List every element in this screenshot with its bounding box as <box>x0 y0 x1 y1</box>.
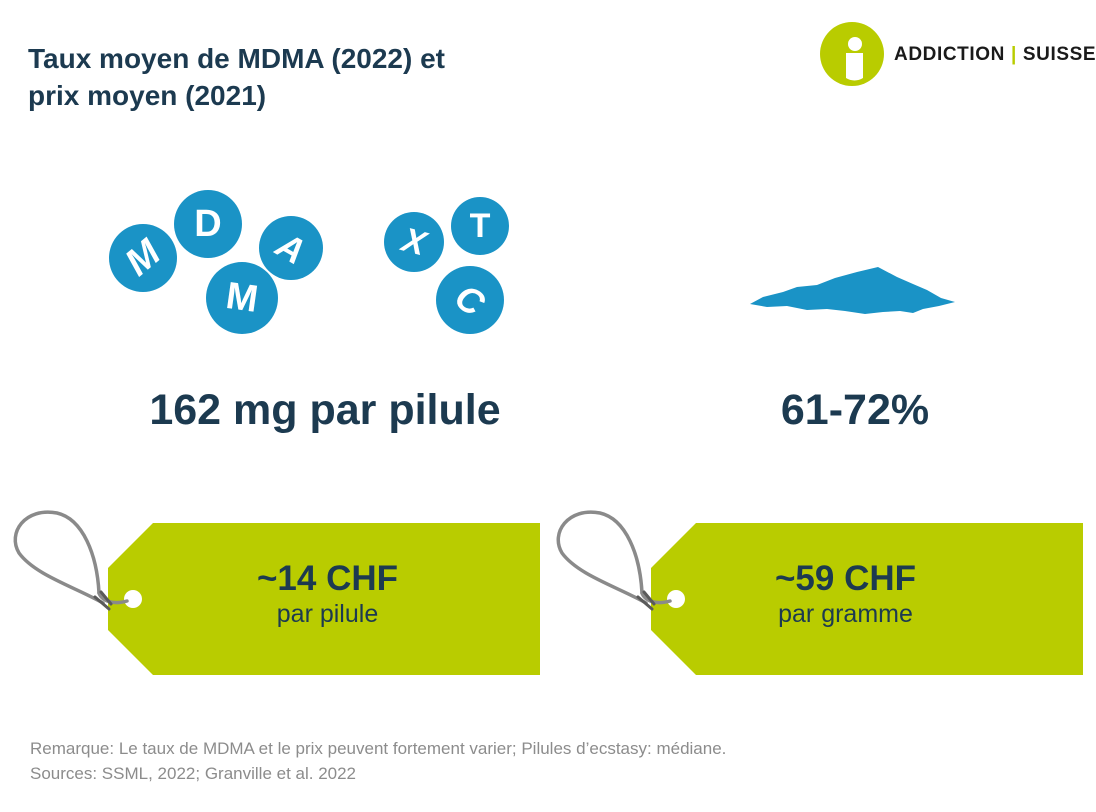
powder-pile-icon <box>750 267 955 314</box>
pill-c: C <box>436 266 504 334</box>
page-title: Taux moyen de MDMA (2022) et prix moyen … <box>28 40 648 114</box>
logo-word-1: ADDICTION <box>894 44 1005 65</box>
tag-price-text: ~59 CHF <box>774 559 917 598</box>
price-tag-icon <box>13 510 540 675</box>
logo-wordmark: ADDICTION | SUISSE <box>894 44 1096 66</box>
footnotes: Remarque: Le taux de MDMA et le prix peu… <box>30 736 726 786</box>
remark-note: Remarque: Le taux de MDMA et le prix peu… <box>30 739 727 758</box>
tag-price-text: ~14 CHF <box>256 559 399 598</box>
pill-x: X <box>384 212 444 272</box>
pill-m-2: M <box>206 262 278 334</box>
pill-m-1: M <box>109 224 177 292</box>
pills-illustration: M D A M X T C <box>109 190 509 334</box>
price-tag-pill: ~14 CHF par pilule <box>5 505 545 680</box>
person-circle-icon <box>820 22 884 86</box>
pill-amount-stat: 162 mg par pilule <box>149 386 501 434</box>
pill-letter: T <box>470 207 491 245</box>
sources-note: Sources: SSML, 2022; Granville et al. 20… <box>30 764 357 783</box>
tag-unit-text: par gramme <box>778 600 913 628</box>
tag-unit-text: par pilule <box>276 600 379 628</box>
addiction-suisse-logo: ADDICTION | SUISSE <box>820 22 1096 88</box>
logo-separator: | <box>1010 44 1017 65</box>
title-line-1: Taux moyen de MDMA (2022) et <box>28 43 445 74</box>
pill-letter: D <box>194 203 221 245</box>
pill-a: A <box>259 216 323 280</box>
pill-d: D <box>174 190 242 258</box>
price-tag-icon <box>556 510 1083 675</box>
pill-t: T <box>451 197 509 255</box>
title-line-2: prix moyen (2021) <box>28 80 267 111</box>
purity-stat: 61-72% <box>780 386 930 434</box>
logo-word-2: SUISSE <box>1022 44 1096 65</box>
price-tag-gram: ~59 CHF par gramme <box>548 505 1088 680</box>
pill-letter: M <box>223 275 260 321</box>
